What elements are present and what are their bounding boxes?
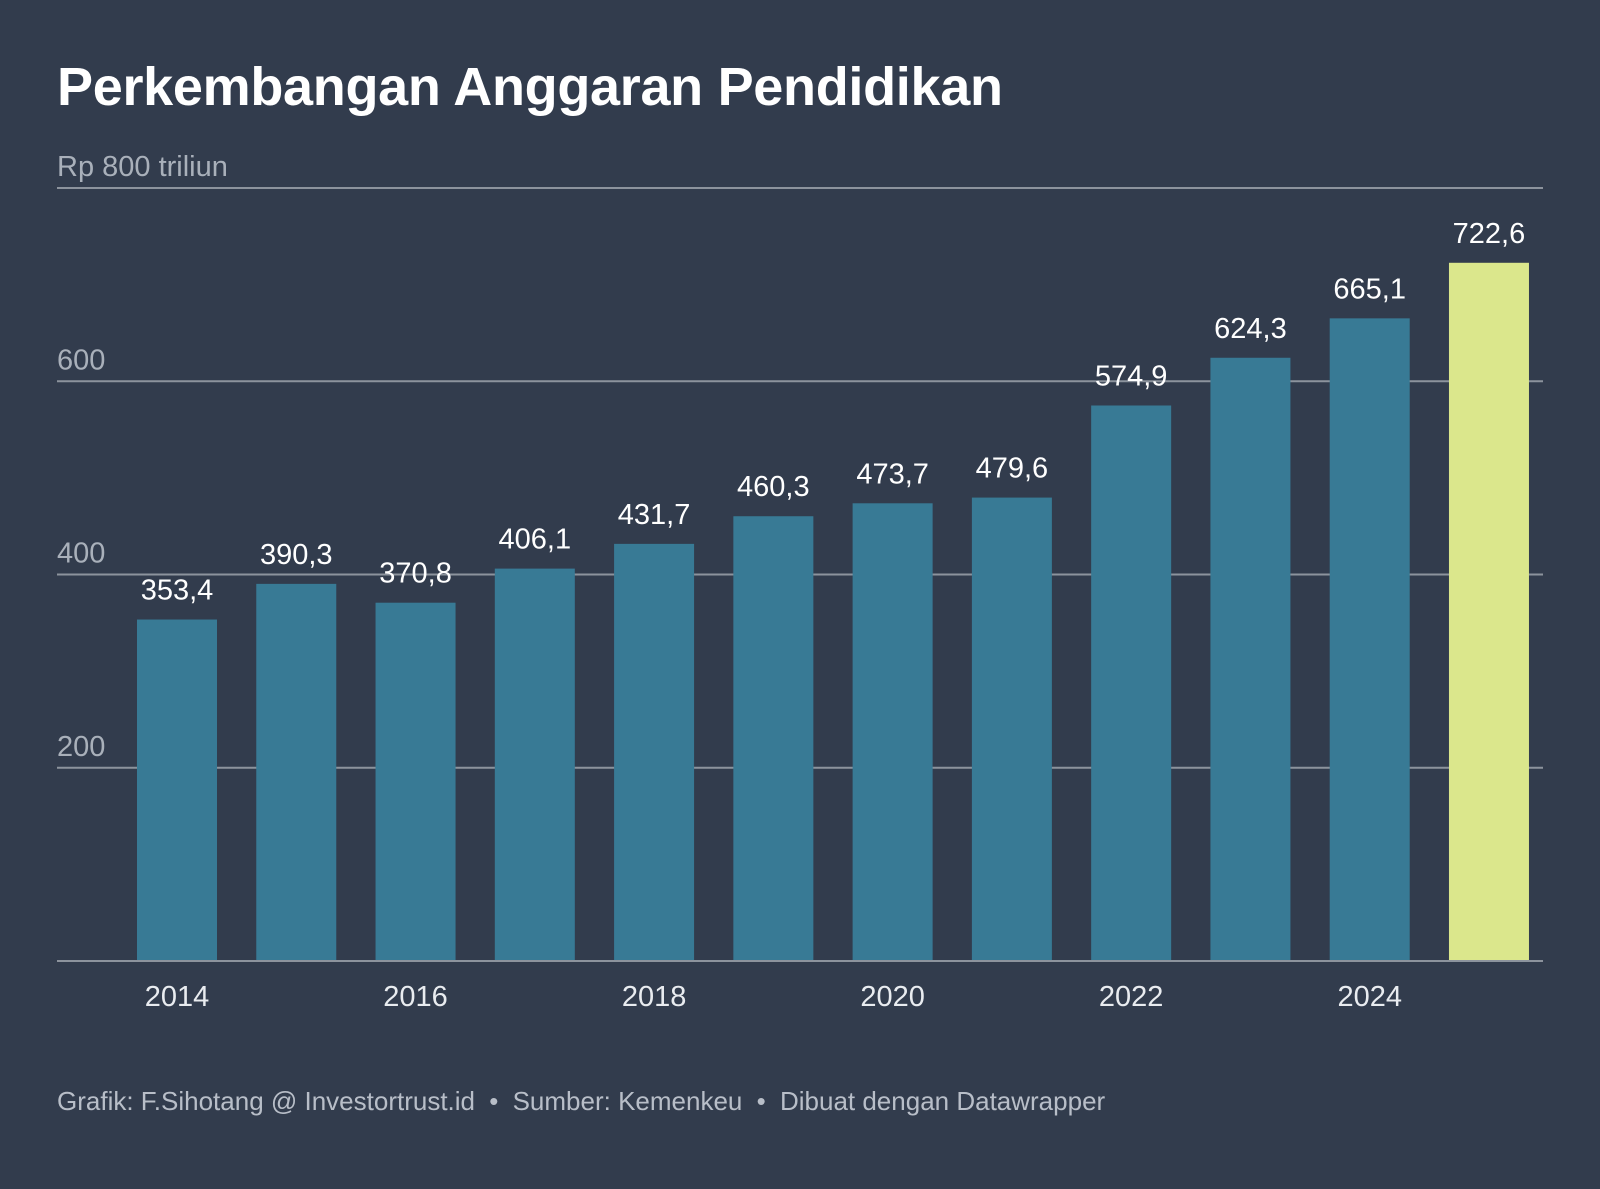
bar [971, 497, 1052, 961]
bar-value-label: 460,3 [737, 471, 810, 503]
chart-footer: Grafik: F.Sihotang @ Investortrust.id • … [57, 1086, 1105, 1117]
y-tick-label: 200 [57, 731, 105, 763]
bar [852, 503, 933, 961]
x-tick-label: 2024 [1337, 981, 1402, 1013]
bar-value-label: 353,4 [141, 575, 214, 607]
x-tick-label: 2020 [860, 981, 925, 1013]
footer-source: Sumber: Kemenkeu [512, 1086, 743, 1116]
bar-value-label: 406,1 [499, 524, 572, 556]
bar [1329, 318, 1410, 961]
bar-value-label: 665,1 [1333, 273, 1406, 305]
bar [733, 516, 814, 961]
bar [614, 543, 695, 961]
x-tick-label: 2014 [145, 981, 210, 1013]
bar-value-label: 624,3 [1214, 313, 1287, 345]
bar [1210, 357, 1291, 961]
bar [494, 568, 575, 961]
bar-value-label: 431,7 [618, 499, 691, 531]
footer-separator: • [489, 1086, 499, 1116]
bar [256, 583, 337, 961]
y-tick-label: 400 [57, 538, 105, 570]
bar [1091, 405, 1172, 961]
footer-credit: Grafik: F.Sihotang @ Investortrust.id [57, 1086, 476, 1116]
y-axis-unit-label: Rp 800 triliun [57, 151, 228, 183]
bar-value-label: 722,6 [1453, 218, 1526, 250]
footer-tool: Dibuat dengan Datawrapper [779, 1086, 1106, 1116]
bar-value-label: 370,8 [379, 558, 452, 590]
y-tick-label: 600 [57, 344, 105, 376]
chart-title: Perkembangan Anggaran Pendidikan [57, 57, 1003, 117]
bar-value-label: 390,3 [260, 539, 333, 571]
bar [137, 619, 217, 961]
bar-value-label: 473,7 [856, 458, 929, 490]
bar-highlight [1448, 262, 1529, 962]
x-tick-label: 2022 [1099, 981, 1164, 1013]
x-tick-label: 2018 [622, 981, 687, 1013]
bar [375, 602, 456, 961]
bar-value-label: 574,9 [1095, 361, 1168, 393]
footer-separator: • [756, 1086, 766, 1116]
x-tick-label: 2016 [383, 981, 448, 1013]
bar-value-label: 479,6 [976, 453, 1049, 485]
